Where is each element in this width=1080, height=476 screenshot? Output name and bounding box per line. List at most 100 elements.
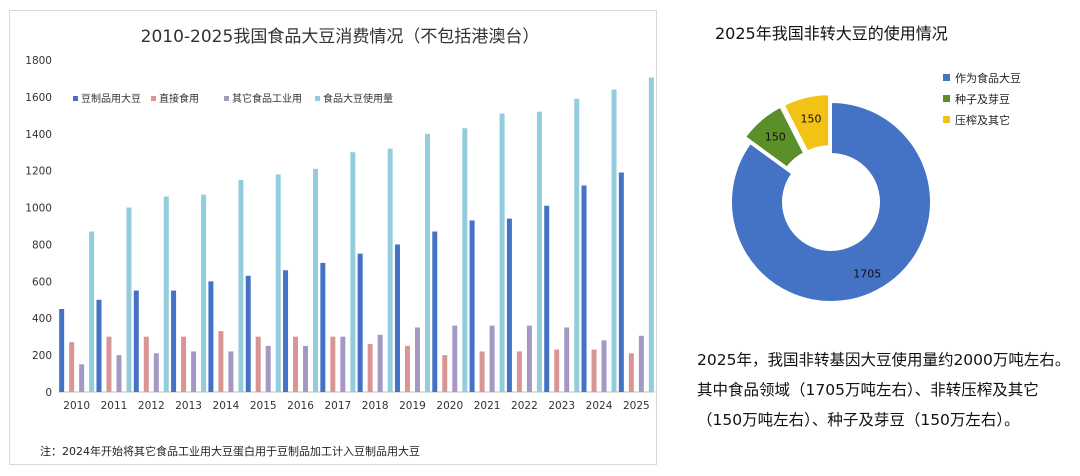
bar — [245, 275, 251, 392]
donut-chart-title: 2025年我国非转大豆的使用情况 — [715, 24, 948, 43]
legend-swatch — [943, 74, 950, 81]
bar — [89, 231, 95, 392]
legend-swatch — [224, 96, 229, 101]
donut-slice — [743, 105, 806, 169]
bar — [499, 113, 505, 392]
bar — [394, 244, 400, 392]
bar — [367, 344, 373, 392]
legend-label: 其它食品工业用 — [232, 92, 302, 105]
bar-chart-axes: 0 200 400 600 800 1000 1200 1400 1600 1800 2010 201… — [25, 55, 655, 412]
bar — [106, 336, 112, 392]
y-tick-label: 1800 — [25, 55, 52, 67]
bar — [59, 309, 65, 392]
donut-data-labels: 1705 150 150 — [765, 112, 881, 280]
legend-swatch — [151, 96, 156, 101]
consumption-bar-chart-panel: 2010-2025我国食品大豆消费情况（不包括港澳台） 0 200 400 600 80… — [9, 10, 657, 465]
legend-swatch — [315, 96, 320, 101]
bar — [469, 220, 475, 392]
bar — [387, 148, 393, 392]
bar — [544, 205, 550, 392]
y-tick-label: 1000 — [25, 203, 52, 215]
bar — [171, 290, 177, 392]
bar — [462, 128, 468, 392]
x-tick-label: 2017 — [324, 400, 351, 412]
legend-label: 作为食品大豆 — [955, 71, 1021, 85]
bar — [238, 179, 244, 392]
x-tick-label: 2025 — [623, 400, 650, 412]
x-tick-label: 2011 — [101, 400, 128, 412]
bar — [452, 325, 458, 392]
bar — [479, 351, 485, 392]
bar — [442, 355, 448, 392]
x-tick-label: 2022 — [511, 400, 538, 412]
donut-data-label: 1705 — [853, 267, 881, 280]
bar — [340, 336, 346, 392]
y-tick-label: 600 — [32, 276, 52, 288]
donut-chart: 2025年我国非转大豆的使用情况 1705 150 150 作为食品大豆种子及芽豆压… — [715, 24, 1021, 303]
bar — [638, 335, 644, 392]
summary-line-3: （150万吨左右）、种子及芽豆（150万左右）。 — [697, 411, 1020, 429]
summary-line-2: 其中食品领域（1705万吨左右）、非转压榨及其它 — [697, 381, 1039, 399]
legend-swatch — [943, 116, 950, 123]
x-tick-label: 2013 — [175, 400, 202, 412]
bar — [591, 349, 597, 392]
legend-swatch — [73, 96, 78, 101]
x-tick-label: 2016 — [287, 400, 314, 412]
bar — [357, 253, 363, 392]
bar — [313, 168, 319, 392]
bar — [536, 111, 542, 393]
bar — [79, 364, 85, 392]
bar — [601, 340, 607, 392]
x-tick-label: 2012 — [138, 400, 165, 412]
bar — [506, 218, 512, 392]
x-tick-label: 2010 — [63, 400, 90, 412]
x-tick-label: 2019 — [399, 400, 426, 412]
x-tick-label: 2014 — [213, 400, 240, 412]
legend-swatch — [943, 95, 950, 102]
bar — [201, 194, 207, 392]
chart-footnote: 注：2024年开始将其它食品工业用大豆蛋白用于豆制品加工计入豆制品用大豆 — [40, 445, 420, 458]
bar — [628, 353, 634, 392]
bar — [265, 345, 271, 392]
y-tick-label: 0 — [45, 387, 52, 399]
bar — [526, 325, 532, 392]
bar — [564, 327, 570, 392]
bar — [208, 281, 214, 392]
bar — [293, 336, 299, 392]
bar — [648, 77, 654, 393]
bar-chart-legend: 豆制品用大豆 直接食用 其它食品工业用 食品大豆使用量 — [73, 92, 393, 105]
bar — [424, 133, 430, 392]
bar — [143, 336, 149, 392]
bar — [377, 334, 383, 392]
bar — [255, 336, 261, 392]
bar — [191, 351, 197, 392]
bar — [618, 172, 624, 392]
bar — [133, 290, 139, 392]
x-tick-label: 2021 — [474, 400, 501, 412]
y-tick-label: 1600 — [25, 92, 52, 104]
y-tick-label: 800 — [32, 239, 52, 251]
bar — [303, 345, 309, 392]
bar — [414, 327, 420, 392]
y-tick-label: 1400 — [25, 129, 52, 141]
bar — [283, 270, 289, 392]
bar — [574, 98, 580, 392]
x-tick-label: 2015 — [250, 400, 277, 412]
bar — [554, 349, 560, 392]
donut-slices — [730, 93, 932, 303]
bar — [489, 325, 495, 392]
y-tick-label: 200 — [32, 350, 52, 362]
x-tick-label: 2018 — [362, 400, 389, 412]
bar — [350, 152, 356, 392]
donut-slice — [730, 100, 932, 303]
x-tick-label: 2020 — [436, 400, 463, 412]
bar — [163, 196, 169, 392]
donut-data-label: 150 — [765, 131, 786, 144]
legend-label: 直接食用 — [159, 92, 199, 105]
x-tick-label: 2024 — [586, 400, 613, 412]
bar — [320, 262, 326, 392]
legend-label: 食品大豆使用量 — [323, 92, 393, 105]
x-tick-label: 2023 — [548, 400, 575, 412]
bar-chart-title: 2010-2025我国食品大豆消费情况（不包括港澳台） — [141, 27, 540, 47]
bar — [228, 351, 234, 392]
